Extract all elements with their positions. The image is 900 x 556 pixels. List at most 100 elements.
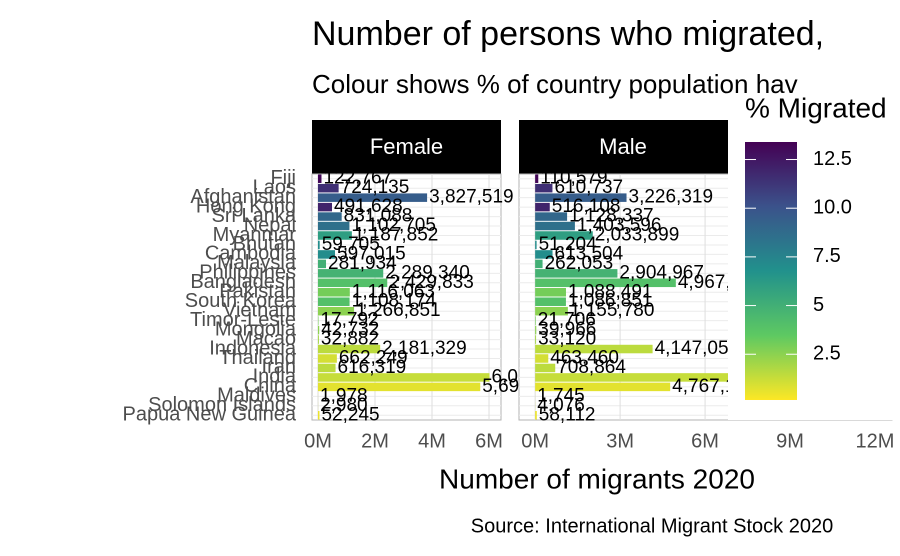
value-label: 51,204	[539, 234, 598, 255]
y-tick-label: Vietnam	[223, 299, 296, 321]
value-label: 463,460	[550, 348, 619, 369]
x-tick-label: 3M	[606, 430, 634, 452]
bar	[317, 278, 388, 288]
legend: 2.5 5 7.5 10.0 12.5	[745, 142, 852, 400]
value-label: 4,147,055	[655, 338, 740, 359]
y-tick-label: Maldives	[217, 385, 296, 407]
y-tick-label: Timor-Leste	[190, 309, 296, 331]
y-tick-label: Macao	[236, 328, 296, 350]
colorbar	[745, 142, 797, 400]
bar	[535, 212, 568, 221]
strip-label: Female	[370, 134, 443, 159]
bar	[535, 354, 549, 363]
value-label: 708,864	[557, 357, 626, 378]
value-label: 4,076	[537, 395, 585, 416]
value-label: 613,504	[555, 243, 624, 264]
bar	[317, 335, 319, 344]
bar	[317, 325, 320, 335]
bar	[535, 325, 537, 335]
value-label: 2,289,340	[385, 262, 470, 283]
value-label: 39,966	[538, 319, 596, 340]
y-tick-label: Nepal	[244, 214, 296, 236]
value-label: 1,266,851	[356, 300, 441, 321]
bar	[317, 288, 350, 297]
value-label: 281,934	[328, 253, 397, 274]
bar	[317, 250, 336, 259]
value-label: 110,579	[540, 168, 607, 189]
value-label: 1,116,063	[352, 281, 435, 302]
value-label: 1,745	[537, 385, 585, 406]
value-label: 1,155,780	[570, 300, 655, 321]
x-tick-label: 2M	[361, 430, 389, 452]
y-tick-label: Solomon Islands	[148, 394, 296, 416]
value-label: 3,827,519	[429, 187, 514, 208]
value-label: 3,226,319	[629, 187, 714, 208]
bar	[317, 202, 333, 212]
bar	[535, 288, 566, 297]
bar	[535, 335, 537, 344]
value-label: 1,187,852	[354, 225, 439, 246]
bar	[317, 269, 384, 278]
y-tick-label: Myanmar	[213, 224, 297, 246]
bar	[535, 306, 568, 316]
y-tick-label: Fiji	[270, 167, 296, 189]
bar	[535, 240, 537, 250]
bar	[535, 278, 676, 288]
y-tick-label: Malaysia	[217, 252, 297, 274]
y-tick-label: Indonesia	[209, 337, 297, 359]
bar	[317, 231, 352, 240]
legend-tick-label: 12.5	[813, 148, 852, 170]
legend-title: % Migrated	[745, 92, 887, 123]
value-label: 1,403,596	[577, 215, 662, 236]
legend-tick-label: 2.5	[813, 343, 841, 365]
y-tick-label: Laos	[253, 176, 296, 198]
y-tick-label: India	[253, 366, 297, 388]
bar	[317, 259, 327, 269]
value-label: 1,086,851	[568, 291, 653, 312]
chart-subtitle: Colour shows % of country population hav	[312, 69, 798, 99]
value-label: 491,628	[334, 196, 403, 217]
x-tick-label: 4M	[418, 430, 446, 452]
y-tick-label: Sri Lanka	[212, 205, 297, 227]
bar	[317, 174, 322, 183]
value-label: 597,015	[337, 243, 406, 264]
legend-tick-label: 7.5	[813, 245, 841, 267]
value-label: 17,792	[320, 310, 378, 331]
bar	[535, 411, 537, 420]
value-label: 59,705	[322, 234, 380, 255]
value-label: 610,737	[554, 177, 623, 198]
bar	[317, 411, 320, 420]
bar	[535, 344, 653, 354]
bar	[535, 269, 618, 278]
bar	[535, 183, 553, 193]
y-tick-label: Papua New Guinea	[123, 404, 297, 426]
value-label: 1,088,491	[568, 281, 653, 302]
bar	[535, 231, 593, 240]
value-label: 516,108	[552, 196, 621, 217]
chart-title: Number of persons who migrated,	[312, 15, 824, 53]
value-label: 616,319	[338, 357, 407, 378]
bar	[317, 183, 339, 193]
caption: Source: International Migrant Stock 2020	[471, 515, 833, 537]
bar	[535, 221, 575, 231]
legend-tick-label: 5	[813, 294, 824, 316]
value-label: 2,033,899	[595, 225, 680, 246]
y-tick-label: Iran	[262, 356, 296, 378]
value-label: 58,112	[539, 404, 596, 425]
value-label: 32,882	[321, 329, 379, 350]
x-tick-label: 6M	[691, 430, 719, 452]
y-tick-label: Hong Kong	[196, 195, 296, 217]
x-tick-label: 0M	[304, 430, 332, 452]
bar	[317, 240, 320, 250]
y-tick-label: Philippines	[199, 262, 296, 284]
bar	[317, 306, 355, 316]
y-tick-label: Mongolia	[215, 318, 297, 340]
bar	[317, 363, 336, 373]
y-tick-label: China	[244, 375, 297, 397]
value-label: 2,429,833	[389, 272, 474, 293]
value-label: 262,053	[545, 253, 614, 274]
y-tick-label: Pakistan	[219, 281, 296, 303]
